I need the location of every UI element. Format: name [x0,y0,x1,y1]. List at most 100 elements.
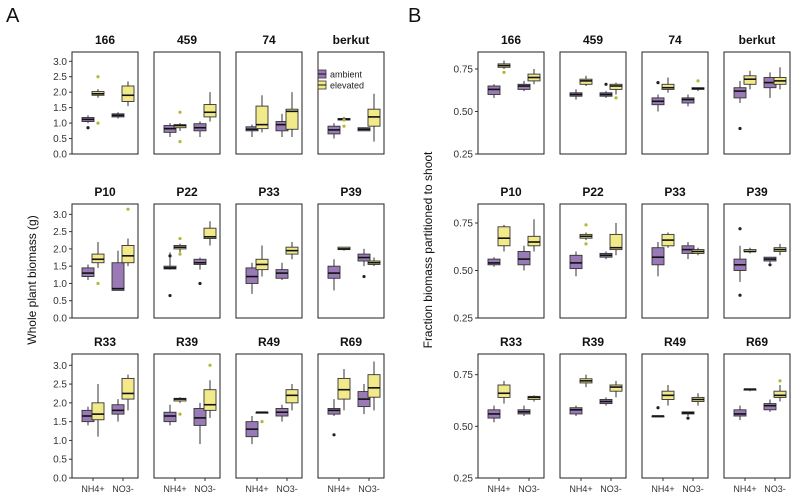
box-elevated [661,83,675,90]
x-tick-label: NO3- [518,484,540,494]
facet-frame [153,203,221,319]
facet-title: 459 [177,33,197,47]
facet-frame [317,51,385,155]
facet-title: 166 [501,33,521,47]
outlier-point [168,293,172,298]
outlier-point [656,406,660,410]
box-elevated [91,402,105,421]
facet-title: R49 [664,335,686,349]
facet-frame [477,51,545,155]
facet-a-P33: P33 [235,185,303,319]
facet-title: 166 [95,33,115,47]
y-tick-label: 2.5 [53,227,67,238]
y-tick-label: 0.5 [53,455,67,466]
facet-title: R39 [176,335,198,349]
outlier-point [604,82,608,86]
outlier-point [342,124,346,128]
y-tick-label: 1.0 [53,279,67,290]
x-tick-label: NH4+ [245,484,268,494]
facet-frame [71,353,139,479]
y-tick-label: 0.25 [454,314,474,325]
y-tick-label: 1.5 [53,103,67,114]
facet-a-berkut: berkut [317,33,385,155]
facet-title: P39 [746,185,768,199]
y-tick-label: 0.50 [454,107,474,118]
box-elevated [579,78,593,85]
y-tick-label: 0.5 [53,134,67,145]
facet-title: R33 [500,335,522,349]
box-elevated [121,377,135,400]
facet-title: P22 [582,185,604,199]
y-tick-label: 2.0 [53,244,67,255]
facet-title: berkut [333,33,370,47]
box-ambient [193,408,207,426]
y-tick-label: 1.5 [53,417,67,428]
facet-frame [235,51,303,155]
box-elevated [609,384,623,392]
facet-b-74: 74 [641,33,709,155]
y-tick-label: 2.5 [53,72,67,83]
box-elevated [773,390,787,398]
box-ambient [517,251,531,266]
box-ambient [327,408,341,415]
facet-title: R33 [94,335,116,349]
facet-a-R49: R49 NH4+ NO3- [235,335,303,494]
y-tick-label: 0.25 [454,474,474,485]
y-tick-label: 2.0 [53,398,67,409]
facet-title: P22 [176,185,198,199]
outlier-point [86,126,90,130]
facet-title: R39 [582,335,604,349]
x-tick-label: NO3- [358,484,380,494]
y-tick-label: 0.75 [454,370,474,381]
y-tick-label: 0.0 [53,474,67,485]
outlier-point [686,416,690,420]
box-ambient [275,269,289,279]
facet-frame [235,203,303,319]
facet-panels: 166 0.0 0.5 1.0 1.5 2.0 2.5 3.0 459 74 berkut P10 0.… [53,33,791,494]
outlier-point [362,274,366,279]
facet-title: P33 [258,185,280,199]
box-elevated [285,389,299,404]
facet-title: P10 [500,185,522,199]
y-tick-label: 0.5 [53,296,67,307]
facet-b-berkut: berkut [723,33,791,155]
box-ambient [163,411,177,423]
box-ambient [763,403,777,411]
outlier-point [778,379,782,383]
facet-a-R69: R69 NH4+ NO3- [317,335,385,494]
facet-b-R69: R69 NH4+ NO3- [723,335,791,494]
box-ambient [81,267,95,277]
y-tick-label: 0.75 [454,219,474,230]
box-ambient [733,87,747,99]
box-ambient [681,97,695,104]
outlier-point [584,223,588,227]
box-elevated [203,227,217,239]
facet-title: 74 [668,33,682,47]
box-ambient [327,265,341,279]
outlier-point [96,75,100,79]
outlier-point [178,252,182,256]
outlier-point [260,420,264,424]
y-tick-label: 0.25 [454,150,474,161]
facet-b-P39: P39 [723,185,791,319]
box-elevated [609,83,623,90]
outlier-point [332,433,336,437]
x-tick-label: NO3- [764,484,786,494]
y-tick-label: 3.0 [53,57,67,68]
box-ambient [245,267,259,284]
facet-title: berkut [739,33,776,47]
box-elevated [91,253,105,264]
panel-b-ylabel: Fraction biomass partitioned to shoot [421,151,435,348]
facet-b-P33: P33 [641,185,709,319]
outlier-point [208,363,212,367]
x-tick-label: NH4+ [81,484,104,494]
x-tick-label: NH4+ [569,484,592,494]
facet-b-P10: P10 0.25 0.50 0.75 [454,185,545,325]
legend-label-elevated: elevated [330,81,364,91]
facet-frame [235,353,303,479]
facet-b-R33: R33 0.25 0.50 0.75 NH4+ NO3- [454,335,545,494]
outlier-point [584,242,588,246]
box-ambient [517,83,531,90]
box-elevated [285,108,299,130]
